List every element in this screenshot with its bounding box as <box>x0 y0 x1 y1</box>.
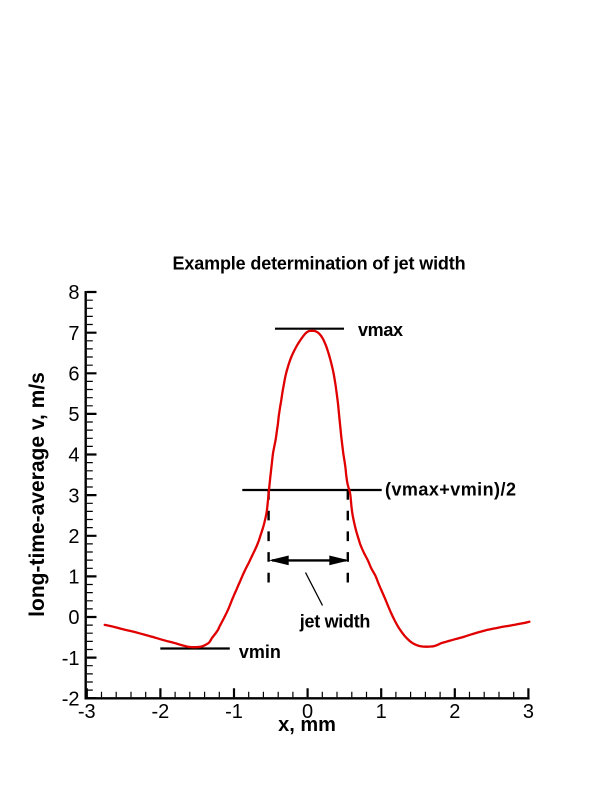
svg-text:3: 3 <box>68 485 79 507</box>
svg-text:5: 5 <box>68 404 79 426</box>
svg-text:long-time-average v, m/s: long-time-average v, m/s <box>26 372 49 617</box>
svg-text:1: 1 <box>376 701 387 723</box>
svg-text:-1: -1 <box>62 648 80 670</box>
svg-text:6: 6 <box>68 364 79 386</box>
svg-text:vmax: vmax <box>358 320 403 340</box>
svg-text:8: 8 <box>68 282 79 304</box>
svg-text:1: 1 <box>68 567 79 589</box>
svg-text:0: 0 <box>302 701 313 723</box>
svg-text:2: 2 <box>68 526 79 548</box>
svg-text:0: 0 <box>68 607 79 629</box>
svg-text:Example determination of jet w: Example determination of jet width <box>173 254 466 274</box>
svg-text:7: 7 <box>68 323 79 345</box>
svg-text:4: 4 <box>68 445 79 467</box>
svg-text:jet width: jet width <box>299 612 370 632</box>
svg-text:3: 3 <box>523 701 534 723</box>
svg-text:(vmax+vmin)/2: (vmax+vmin)/2 <box>385 480 516 500</box>
svg-text:-2: -2 <box>152 701 170 723</box>
svg-text:-1: -1 <box>225 701 243 723</box>
svg-text:-2: -2 <box>62 688 80 710</box>
svg-text:-3: -3 <box>78 701 96 723</box>
svg-text:vmin: vmin <box>239 642 281 662</box>
svg-text:2: 2 <box>449 701 460 723</box>
svg-text:x, mm: x, mm <box>278 714 336 736</box>
